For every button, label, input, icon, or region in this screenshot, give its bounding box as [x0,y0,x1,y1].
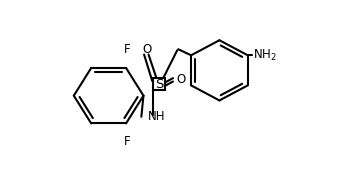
Text: O: O [142,43,151,56]
Text: NH$_2$: NH$_2$ [253,48,276,63]
Text: F: F [124,43,130,56]
Text: S: S [155,78,163,91]
Bar [153,78,165,90]
Text: NH: NH [148,110,165,123]
Text: O: O [176,73,185,86]
Text: F: F [124,135,130,148]
